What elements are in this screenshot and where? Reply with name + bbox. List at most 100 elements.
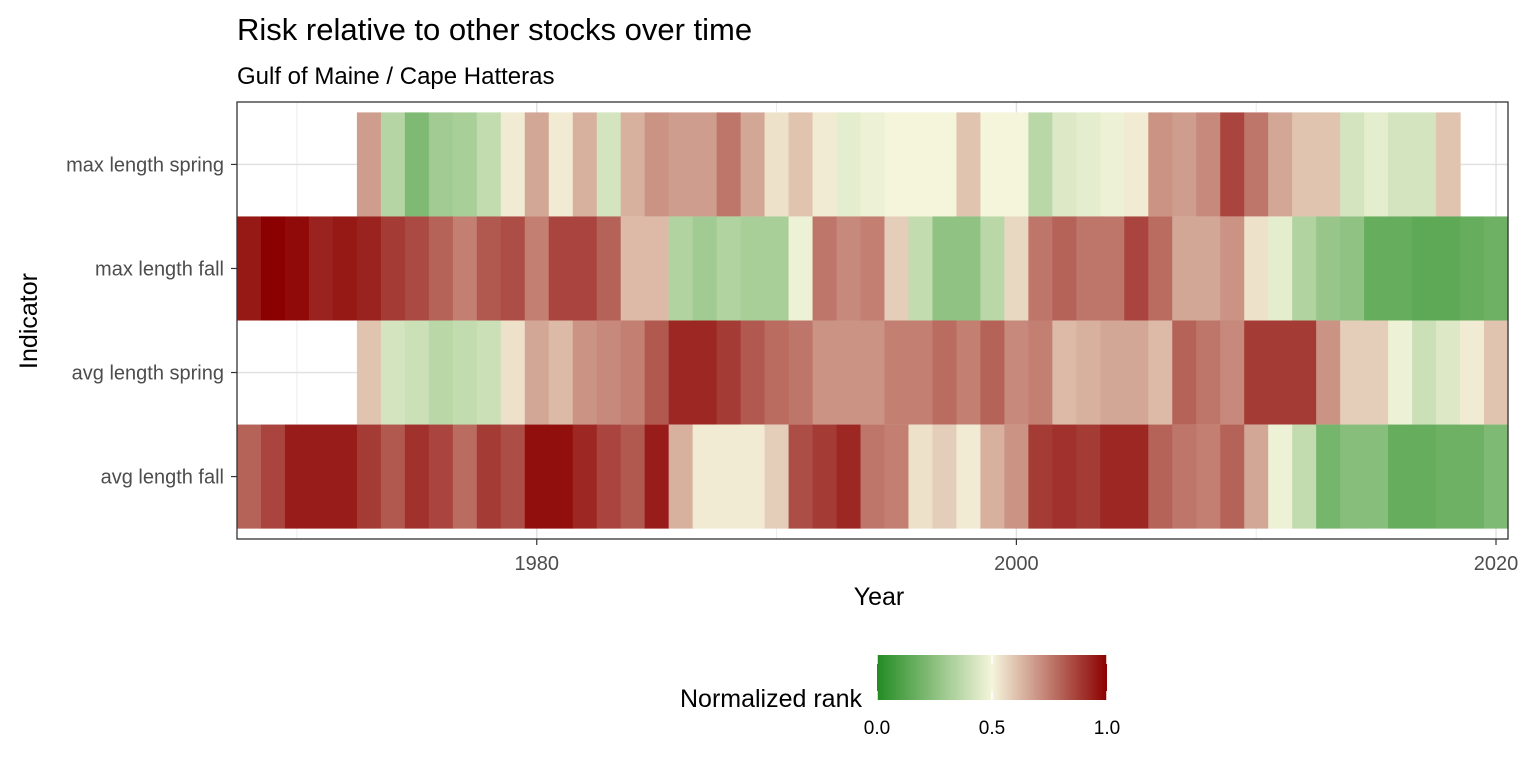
heatmap-cell bbox=[332, 216, 358, 321]
heatmap-cell bbox=[836, 216, 862, 321]
heatmap-cell bbox=[860, 216, 886, 321]
heatmap-cell bbox=[644, 320, 670, 425]
heatmap-cell bbox=[524, 216, 550, 321]
heatmap-cell bbox=[1028, 216, 1053, 321]
heatmap-cell bbox=[1076, 320, 1101, 425]
heatmap-cell bbox=[476, 424, 502, 529]
heatmap-cell bbox=[1460, 320, 1485, 425]
legend-tick-label: 0.5 bbox=[979, 718, 1005, 739]
heatmap-cell bbox=[1172, 216, 1197, 321]
heatmap-cell bbox=[1460, 216, 1485, 321]
legend-tick-label: 1.0 bbox=[1094, 718, 1120, 739]
heatmap-cell bbox=[428, 424, 454, 529]
y-tick-label: avg length fall bbox=[101, 467, 224, 489]
heatmap-cell bbox=[956, 424, 982, 529]
heatmap-cell bbox=[500, 320, 526, 425]
heatmap-cell bbox=[476, 216, 502, 321]
heatmap-cell bbox=[1292, 216, 1317, 321]
heatmap-cell bbox=[1004, 112, 1029, 217]
heatmap-cell bbox=[764, 216, 790, 321]
heatmap-cell bbox=[692, 424, 718, 529]
heatmap-cell bbox=[956, 112, 982, 217]
heatmap-cell bbox=[908, 112, 934, 217]
heatmap-cell bbox=[1316, 216, 1341, 321]
heatmap-cell bbox=[860, 320, 886, 425]
heatmap-cell bbox=[1100, 112, 1125, 217]
heatmap-cell bbox=[1244, 216, 1269, 321]
heatmap-cell bbox=[1100, 320, 1125, 425]
heatmap-cell bbox=[404, 112, 430, 217]
heatmap-cell bbox=[1292, 424, 1317, 529]
heatmap-cell bbox=[1220, 320, 1245, 425]
heatmap-cell bbox=[668, 424, 694, 529]
heatmap-cell bbox=[932, 424, 958, 529]
heatmap-cell bbox=[1172, 424, 1197, 529]
heatmap-cell bbox=[572, 112, 598, 217]
heatmap-cell bbox=[1220, 424, 1245, 529]
heatmap-cell bbox=[1412, 424, 1437, 529]
heatmap-cell bbox=[788, 112, 814, 217]
heatmap-cell bbox=[788, 424, 814, 529]
chart-subtitle: Gulf of Maine / Cape Hatteras bbox=[237, 63, 554, 90]
heatmap-cell bbox=[716, 112, 742, 217]
heatmap-cell bbox=[932, 216, 958, 321]
heatmap-cell bbox=[1268, 216, 1293, 321]
legend-tick-label: 0.0 bbox=[864, 718, 890, 739]
heatmap-cell bbox=[1364, 320, 1389, 425]
heatmap-cell bbox=[1340, 112, 1365, 217]
heatmap-cell bbox=[1028, 320, 1053, 425]
heatmap-cell bbox=[980, 112, 1005, 217]
heatmap-cell bbox=[1316, 320, 1341, 425]
heatmap-cell bbox=[1244, 112, 1269, 217]
heatmap-cell bbox=[1172, 320, 1197, 425]
heatmap-cell bbox=[644, 424, 670, 529]
heatmap-cell bbox=[644, 112, 670, 217]
heatmap-cell bbox=[764, 320, 790, 425]
heatmap-cell bbox=[884, 112, 910, 217]
heatmap-cell bbox=[596, 112, 622, 217]
heatmap-cell bbox=[1196, 320, 1221, 425]
heatmap-cell bbox=[1484, 216, 1509, 321]
heatmap-cell bbox=[980, 424, 1005, 529]
heatmap-cells bbox=[237, 112, 1509, 529]
heatmap-cell bbox=[1052, 216, 1077, 321]
heatmap-cell bbox=[380, 112, 406, 217]
heatmap-cell bbox=[932, 112, 958, 217]
heatmap-cell bbox=[548, 216, 574, 321]
heatmap-cell bbox=[908, 216, 934, 321]
heatmap-cell bbox=[1364, 112, 1389, 217]
heatmap-cell bbox=[1436, 112, 1461, 217]
heatmap-cell bbox=[668, 320, 694, 425]
heatmap-cell bbox=[1004, 320, 1029, 425]
heatmap-cell bbox=[1388, 320, 1413, 425]
heatmap-cell bbox=[1340, 320, 1365, 425]
heatmap-cell bbox=[1268, 320, 1293, 425]
y-axis: max length spring max length fall avg leng… bbox=[66, 154, 237, 489]
heatmap-cell bbox=[1172, 112, 1197, 217]
heatmap-cell bbox=[260, 216, 286, 321]
heatmap-cell bbox=[380, 320, 406, 425]
heatmap-cell bbox=[1076, 216, 1101, 321]
heatmap-cell bbox=[1436, 320, 1461, 425]
heatmap-cell bbox=[524, 112, 550, 217]
heatmap-cell bbox=[956, 320, 982, 425]
y-tick-label: avg length spring bbox=[72, 363, 224, 385]
heatmap-cell bbox=[812, 112, 838, 217]
heatmap-cell bbox=[572, 424, 598, 529]
heatmap-cell bbox=[1028, 112, 1053, 217]
heatmap-cell bbox=[452, 320, 478, 425]
heatmap-cell bbox=[404, 424, 430, 529]
heatmap-cell bbox=[884, 216, 910, 321]
heatmap-cell bbox=[596, 216, 622, 321]
heatmap-cell bbox=[1124, 320, 1149, 425]
heatmap-cell bbox=[500, 424, 526, 529]
heatmap-cell bbox=[572, 216, 598, 321]
heatmap-cell bbox=[1340, 216, 1365, 321]
heatmap-cell bbox=[1412, 320, 1437, 425]
heatmap-cell bbox=[548, 112, 574, 217]
heatmap-cell bbox=[1268, 112, 1293, 217]
heatmap-cell bbox=[1052, 112, 1077, 217]
heatmap-cell bbox=[620, 112, 646, 217]
heatmap-cell bbox=[356, 216, 382, 321]
heatmap-cell bbox=[356, 424, 382, 529]
